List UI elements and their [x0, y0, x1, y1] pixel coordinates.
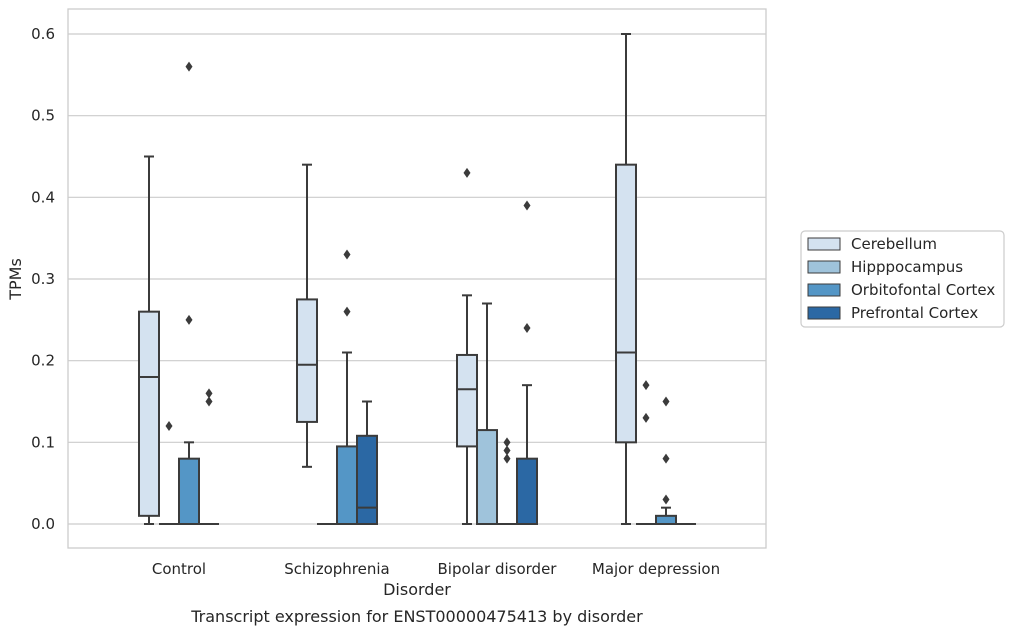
box-body — [296, 298, 318, 423]
box-body — [516, 457, 538, 526]
plot-frame — [67, 8, 767, 549]
y-tick-labels: 0.0 0.1 0.2 0.3 0.4 0.5 0.6 — [31, 25, 55, 533]
legend-label: Prefrontal Cortex — [851, 304, 978, 322]
outlier-point — [642, 380, 650, 391]
x-axis-label: Disorder — [383, 580, 451, 599]
outlier-point — [503, 453, 511, 464]
outlier-point — [503, 445, 511, 456]
y-tick-label: 0.4 — [31, 188, 55, 206]
y-tick-label: 0.2 — [31, 352, 55, 370]
outlier-point — [185, 61, 193, 72]
outlier-point — [662, 494, 670, 505]
box-body — [356, 434, 378, 526]
outlier-point — [205, 396, 213, 407]
legend-label: Cerebellum — [851, 235, 937, 253]
outlier-point — [523, 322, 531, 333]
box-cerebellum — [615, 32, 637, 525]
y-tick-label: 0.5 — [31, 107, 55, 125]
outlier-point — [165, 420, 173, 431]
y-tick-label: 0.3 — [31, 270, 55, 288]
y-tick-label: 0.1 — [31, 433, 55, 451]
outlier-point — [662, 453, 670, 464]
outlier-point — [503, 437, 511, 448]
outlier-point — [343, 249, 351, 260]
box-body — [456, 353, 478, 448]
box-orbitofontal-cortex — [655, 396, 677, 526]
legend-label: Hipppocampus — [851, 258, 963, 276]
box-body — [178, 457, 200, 526]
box-cerebellum — [138, 155, 160, 525]
box-cerebellum — [456, 167, 478, 525]
outlier-point — [205, 388, 213, 399]
x-tick-label: Schizophrenia — [284, 560, 389, 578]
legend-frame — [800, 230, 1005, 328]
box-groups — [138, 32, 696, 526]
box-hipppocampus — [159, 420, 179, 525]
box-body — [336, 445, 358, 525]
box-orbitofontal-cortex — [178, 61, 200, 526]
outlier-point — [463, 167, 471, 178]
box-orbitofontal-cortex — [336, 249, 358, 525]
box-body — [655, 514, 677, 526]
box-hipppocampus — [636, 380, 656, 525]
legend-swatch — [807, 237, 841, 251]
legend: Cerebellum Hipppocampus Orbitofontal Corte… — [800, 230, 1005, 328]
x-tick-label: Control — [152, 560, 206, 578]
x-tick-label: Major depression — [592, 560, 720, 578]
legend-label: Orbitofontal Cortex — [851, 281, 995, 299]
outlier-point — [185, 314, 193, 325]
box-body — [138, 310, 160, 517]
y-tick-label: 0.0 — [31, 515, 55, 533]
box-prefrontal-cortex — [199, 388, 219, 525]
box-prefrontal-cortex — [516, 200, 538, 526]
outlier-point — [642, 412, 650, 423]
outlier-point — [343, 306, 351, 317]
chart-caption: Transcript expression for ENST0000047541… — [190, 607, 643, 626]
box-orbitofontal-cortex — [497, 437, 517, 525]
x-tick-labels: Control Schizophrenia Bipolar disorder Majo… — [152, 560, 720, 578]
y-tick-label: 0.6 — [31, 25, 55, 43]
box-prefrontal-cortex — [356, 400, 378, 526]
outlier-point — [662, 396, 670, 407]
box-body — [615, 163, 637, 444]
box-cerebellum — [296, 163, 318, 468]
legend-swatch — [807, 306, 841, 320]
legend-swatch — [807, 283, 841, 297]
gridlines — [68, 33, 766, 525]
outlier-point — [523, 200, 531, 211]
box-hipppocampus — [476, 302, 498, 525]
y-axis-label: TPMs — [6, 258, 25, 301]
legend-swatch — [807, 260, 841, 274]
box-body — [476, 429, 498, 525]
x-tick-label: Bipolar disorder — [438, 560, 558, 578]
